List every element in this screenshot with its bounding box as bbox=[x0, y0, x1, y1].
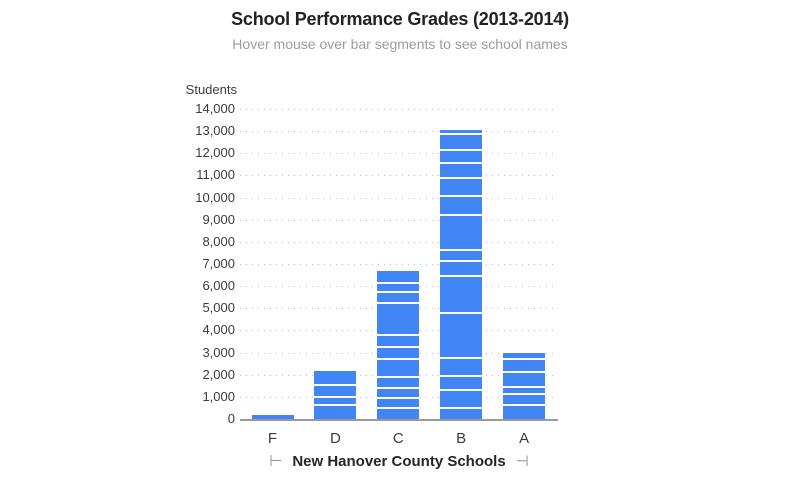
axis-cap-right-icon: ⊣ bbox=[515, 453, 529, 470]
y-tick-label: 0 bbox=[227, 411, 235, 426]
y-tick-label: 7,000 bbox=[202, 256, 235, 271]
bar-segment[interactable] bbox=[440, 196, 483, 216]
gridline bbox=[240, 264, 558, 265]
bar-segment[interactable] bbox=[377, 378, 420, 390]
bar-segment[interactable] bbox=[503, 406, 546, 419]
gridline bbox=[240, 197, 558, 199]
bar-segment[interactable] bbox=[503, 388, 546, 395]
gridline bbox=[240, 109, 558, 110]
bar-A[interactable] bbox=[503, 352, 546, 419]
y-tick-label: 1,000 bbox=[202, 388, 235, 404]
bar-segment[interactable] bbox=[440, 276, 483, 315]
y-tick-label: 8,000 bbox=[202, 233, 235, 249]
category-label-B: B bbox=[456, 430, 467, 447]
chart-subtitle: Hover mouse over bar segments to see sch… bbox=[232, 36, 568, 52]
bar-segment[interactable] bbox=[440, 150, 483, 165]
x-axis-title-text: New Hanover County Schools bbox=[292, 453, 506, 470]
bar-segment[interactable] bbox=[377, 292, 420, 304]
x-axis-title: ⊢ New Hanover County Schools ⊣ bbox=[240, 452, 558, 470]
bar-segment[interactable] bbox=[377, 284, 420, 293]
y-tick-label: 12,000 bbox=[195, 145, 235, 161]
y-tick-label: 3,000 bbox=[202, 344, 235, 360]
bar-segment[interactable] bbox=[440, 179, 483, 197]
category-label-A: A bbox=[519, 430, 530, 447]
bar-segment[interactable] bbox=[440, 262, 483, 277]
bar-segment[interactable] bbox=[440, 408, 483, 419]
bar-F[interactable] bbox=[251, 414, 294, 419]
bar-segment[interactable] bbox=[314, 406, 357, 419]
bar-segment[interactable] bbox=[440, 130, 483, 135]
y-axis-title: Students bbox=[185, 82, 237, 97]
gridline bbox=[240, 175, 558, 177]
category-label-F: F bbox=[267, 430, 278, 447]
gridline bbox=[240, 131, 558, 133]
bar-segment[interactable] bbox=[440, 164, 483, 180]
y-tick-label: 10,000 bbox=[195, 189, 235, 205]
gridline bbox=[240, 241, 558, 243]
gridline bbox=[240, 219, 558, 221]
bar-segment[interactable] bbox=[377, 303, 420, 336]
bar-segment[interactable] bbox=[377, 335, 420, 348]
bar-segment[interactable] bbox=[377, 271, 420, 284]
y-tick-label: 9,000 bbox=[202, 211, 235, 227]
bar-segment[interactable] bbox=[314, 371, 357, 386]
bar-segment[interactable] bbox=[440, 376, 483, 391]
y-tick-label: 4,000 bbox=[202, 322, 235, 338]
bar-segment[interactable] bbox=[377, 360, 420, 379]
bar-segment[interactable] bbox=[314, 397, 357, 407]
bar-segment[interactable] bbox=[503, 360, 546, 374]
y-tick-label: 2,000 bbox=[202, 366, 235, 382]
bar-segment[interactable] bbox=[377, 347, 420, 361]
bar-segment[interactable] bbox=[440, 134, 483, 151]
bar-segment[interactable] bbox=[251, 414, 294, 419]
bar-B[interactable] bbox=[440, 130, 483, 419]
bar-segment[interactable] bbox=[314, 385, 357, 398]
y-tick-label: 5,000 bbox=[202, 300, 235, 316]
category-label-C: C bbox=[392, 430, 404, 447]
y-tick-label: 13,000 bbox=[195, 123, 235, 139]
bar-segment[interactable] bbox=[503, 395, 546, 407]
y-tick-label: 11,000 bbox=[196, 167, 235, 183]
bar-segment[interactable] bbox=[440, 359, 483, 377]
bar-segment[interactable] bbox=[377, 398, 420, 410]
chart-title: School Performance Grades (2013-2014) bbox=[231, 9, 569, 29]
y-tick-label: 6,000 bbox=[202, 278, 235, 294]
plot-area bbox=[240, 109, 558, 421]
y-tick-label: 14,000 bbox=[195, 101, 235, 116]
bar-segment[interactable] bbox=[440, 314, 483, 360]
gridline bbox=[240, 153, 558, 155]
bar-segment[interactable] bbox=[503, 352, 546, 361]
bar-C[interactable] bbox=[377, 271, 420, 419]
bar-segment[interactable] bbox=[377, 409, 420, 419]
category-label-D: D bbox=[329, 430, 341, 447]
bar-D[interactable] bbox=[314, 371, 357, 419]
axis-cap-left-icon: ⊢ bbox=[269, 453, 283, 470]
bar-segment[interactable] bbox=[440, 250, 483, 263]
bar-segment[interactable] bbox=[503, 373, 546, 389]
bar-segment[interactable] bbox=[377, 389, 420, 399]
bar-segment[interactable] bbox=[440, 215, 483, 251]
bar-segment[interactable] bbox=[440, 390, 483, 409]
